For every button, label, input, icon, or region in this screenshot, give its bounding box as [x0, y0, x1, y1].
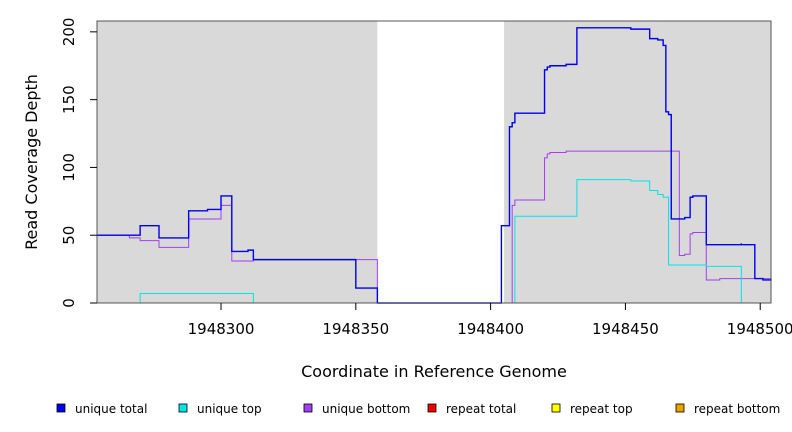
y-tick-label: 0 [60, 298, 78, 308]
legend-item-unique-total: unique total [56, 402, 147, 416]
legend-label: unique bottom [322, 402, 410, 416]
legend-label: repeat bottom [694, 402, 780, 416]
legend-item-repeat-top: repeat top [551, 402, 633, 416]
legend-swatch [178, 403, 188, 413]
y-axis-title: Read Coverage Depth [22, 74, 41, 250]
legend-label: repeat top [570, 402, 633, 416]
plot-background-left [97, 21, 378, 303]
legend: unique total unique top unique bottom repea… [56, 402, 780, 416]
x-tick-label: 1948300 [188, 320, 255, 338]
legend-item-repeat-bottom: repeat bottom [675, 402, 780, 416]
legend-swatch [303, 403, 313, 413]
x-tick-label: 1948500 [727, 320, 792, 338]
x-tick-label: 1948450 [592, 320, 659, 338]
legend-swatch [551, 403, 561, 413]
legend-item-unique-top: unique top [178, 402, 262, 416]
legend-label: unique top [197, 402, 262, 416]
legend-swatch [56, 403, 66, 413]
series-line-unique-bottom [97, 150, 771, 304]
y-tick-label: 100 [60, 153, 78, 182]
x-axis-title: Coordinate in Reference Genome [301, 362, 567, 381]
legend-item-unique-bottom: unique bottom [303, 402, 410, 416]
x-tick-label: 1948400 [457, 320, 524, 338]
x-axis: 1948300 1948350 1948400 1948450 1948500 [188, 303, 792, 338]
plot-background-right [504, 21, 771, 303]
y-tick-label: 150 [60, 85, 78, 114]
highlight-region [377, 21, 505, 303]
y-tick-label: 50 [60, 226, 78, 245]
plot-frame [96, 20, 772, 304]
legend-item-repeat-total: repeat total [427, 402, 516, 416]
series-line-unique-total [97, 27, 772, 304]
y-axis: 0 50 100 150 200 [60, 18, 97, 308]
plot-background [97, 21, 771, 303]
y-tick-label: 200 [60, 18, 78, 47]
legend-label: repeat total [446, 402, 516, 416]
legend-swatch [427, 403, 437, 413]
x-tick-label: 1948350 [322, 320, 389, 338]
legend-label: unique total [75, 402, 147, 416]
legend-swatch [675, 403, 685, 413]
